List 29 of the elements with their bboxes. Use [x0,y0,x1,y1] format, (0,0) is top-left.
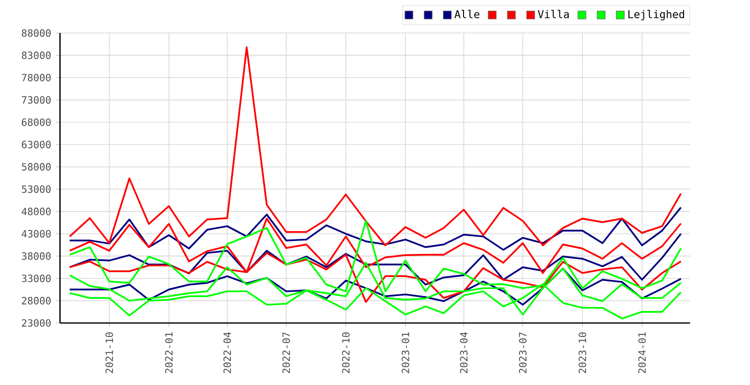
legend-label: Lejlighed [628,10,684,20]
legend-label: Alle [454,10,480,18]
legend-label: Villa [538,10,569,18]
y-tick-label: 88000 [22,29,51,37]
x-tick-label: 2023-07 [518,332,527,374]
y-tick-label: 38000 [22,252,51,260]
x-tick-label: 2023-01 [402,332,410,374]
y-tick-label: 23000 [22,319,51,327]
y-tick-label: 83000 [22,52,51,60]
x-tick-label: 2022-10 [342,332,350,374]
x-tick-label: 2022-07 [282,332,290,374]
y-tick-label: 48000 [22,208,51,216]
line-series [68,46,682,246]
y-tick-label: 73000 [22,96,51,104]
line-series [68,206,682,251]
y-tick-label: 53000 [22,185,51,193]
x-tick-label: 2022-04 [223,332,232,374]
y-tick-label: 63000 [22,140,51,148]
x-tick-label: 2021-10 [105,332,114,374]
y-tick-label: 78000 [22,74,51,82]
y-tick-label: 33000 [22,274,51,282]
x-tick-label: 2023-04 [460,332,468,374]
x-tick-label: 2023-10 [578,332,586,374]
y-tick-label: 58000 [22,163,51,171]
y-tick-label: 43000 [22,230,51,238]
x-tick-label: 2022-01 [165,332,173,374]
y-tick-label: 68000 [22,118,51,126]
x-tick-label: 2024-01 [638,332,646,374]
y-tick-label: 28000 [22,296,51,304]
